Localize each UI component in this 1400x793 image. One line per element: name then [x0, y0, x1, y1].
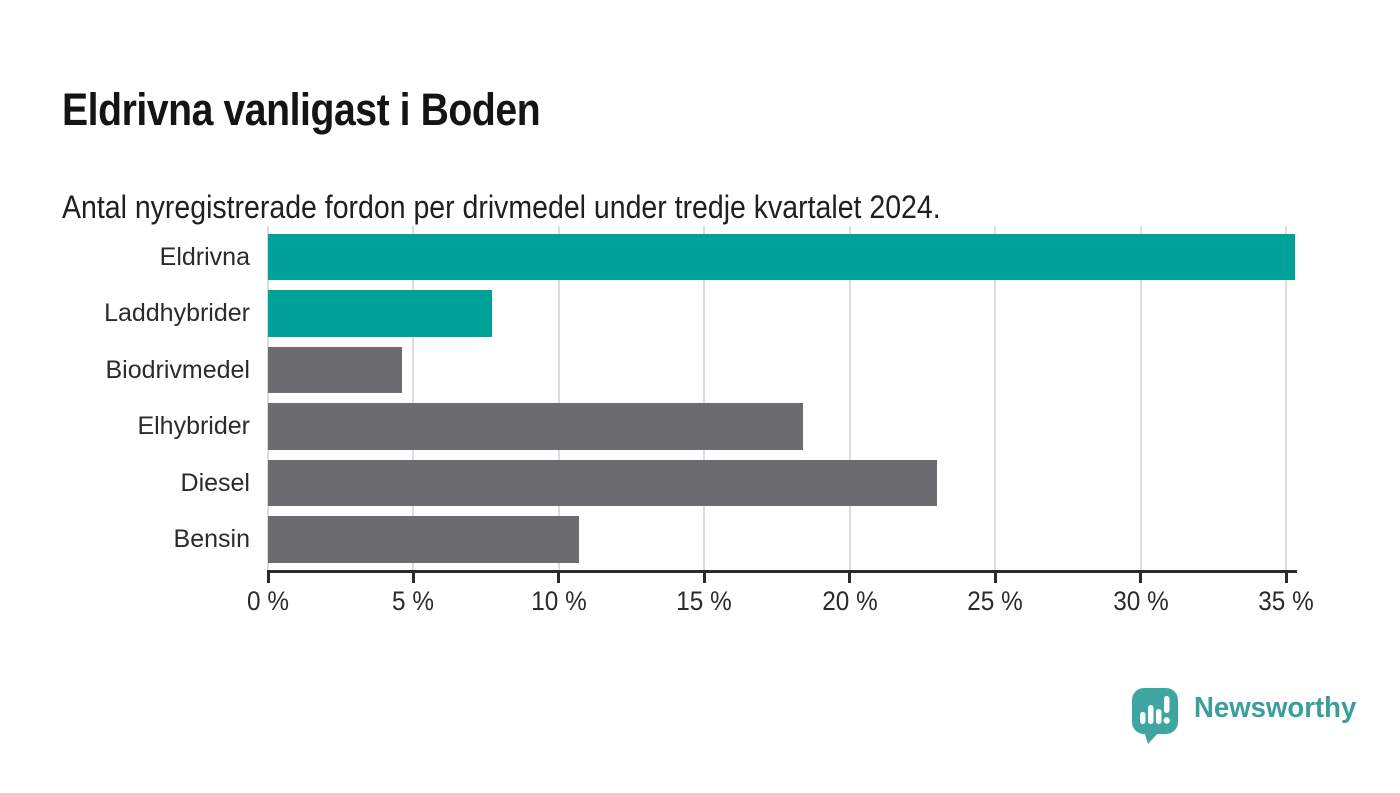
x-tick-label-0: 0 % — [247, 586, 289, 616]
gridline-0 — [267, 226, 269, 570]
bar-diesel — [268, 459, 938, 506]
x-tick-label-5: 5 % — [392, 586, 435, 616]
x-tick-0 — [266, 573, 270, 583]
newsworthy-logo-icon — [1132, 688, 1178, 744]
x-tick-label-15: 15 % — [676, 586, 733, 616]
x-tick-5 — [411, 573, 415, 583]
x-tick-20 — [848, 573, 852, 583]
bar-laddhybrider — [268, 290, 493, 337]
chart-subtitle: Antal nyregistrerade fordon per drivmede… — [62, 189, 941, 225]
category-label-bensin: Bensin — [173, 525, 250, 553]
category-label-eldrivna: Eldrivna — [159, 242, 250, 271]
x-axis-line — [266, 570, 1297, 573]
x-tick-label-35: 35 % — [1258, 586, 1314, 616]
x-tick-35 — [1284, 573, 1288, 583]
x-tick-25 — [993, 573, 997, 583]
x-tick-label-25: 25 % — [967, 586, 1024, 616]
bar-bensin — [268, 516, 580, 563]
gridline-30 — [1139, 226, 1142, 570]
category-label-laddhybrider: Laddhybrider — [104, 299, 250, 327]
category-label-elhybrider: Elhybrider — [137, 412, 250, 440]
newsworthy-logo-text: Newsworthy — [1194, 692, 1357, 724]
x-tick-label-30: 30 % — [1113, 586, 1169, 616]
x-tick-label-20: 20 % — [822, 586, 878, 616]
gridline-35 — [1285, 226, 1288, 570]
gridline-15 — [703, 226, 706, 570]
x-tick-label-10: 10 % — [531, 586, 587, 616]
category-label-biodrivmedel: Biodrivmedel — [105, 355, 250, 384]
bar-elhybrider — [268, 403, 804, 450]
x-tick-10 — [557, 573, 561, 583]
x-tick-30 — [1139, 573, 1143, 583]
gridline-10 — [557, 226, 560, 570]
bar-biodrivmedel — [268, 346, 402, 393]
x-tick-15 — [702, 573, 706, 583]
gridline-25 — [994, 226, 997, 570]
bar-eldrivna — [268, 233, 1295, 280]
gridline-20 — [848, 226, 851, 570]
gridline-5 — [412, 226, 415, 570]
category-label-diesel: Diesel — [180, 468, 250, 497]
newsworthy-logo: Newsworthy — [1131, 687, 1365, 745]
chart-title: Eldrivna vanligast i Boden — [62, 84, 541, 136]
